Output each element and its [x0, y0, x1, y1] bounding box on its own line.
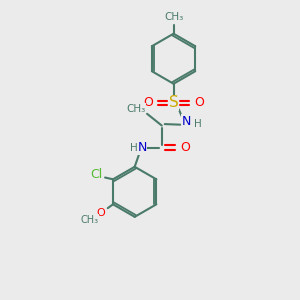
Text: N: N [182, 115, 191, 128]
Text: O: O [180, 141, 190, 154]
Text: H: H [194, 119, 202, 129]
Text: H: H [130, 142, 138, 153]
Text: N: N [137, 141, 147, 154]
Text: O: O [97, 208, 106, 218]
Text: S: S [169, 95, 178, 110]
Text: CH₃: CH₃ [80, 215, 98, 225]
Text: CH₃: CH₃ [127, 104, 146, 114]
Text: Cl: Cl [91, 168, 103, 182]
Text: CH₃: CH₃ [164, 13, 183, 22]
Text: O: O [143, 96, 153, 110]
Text: O: O [194, 96, 204, 110]
